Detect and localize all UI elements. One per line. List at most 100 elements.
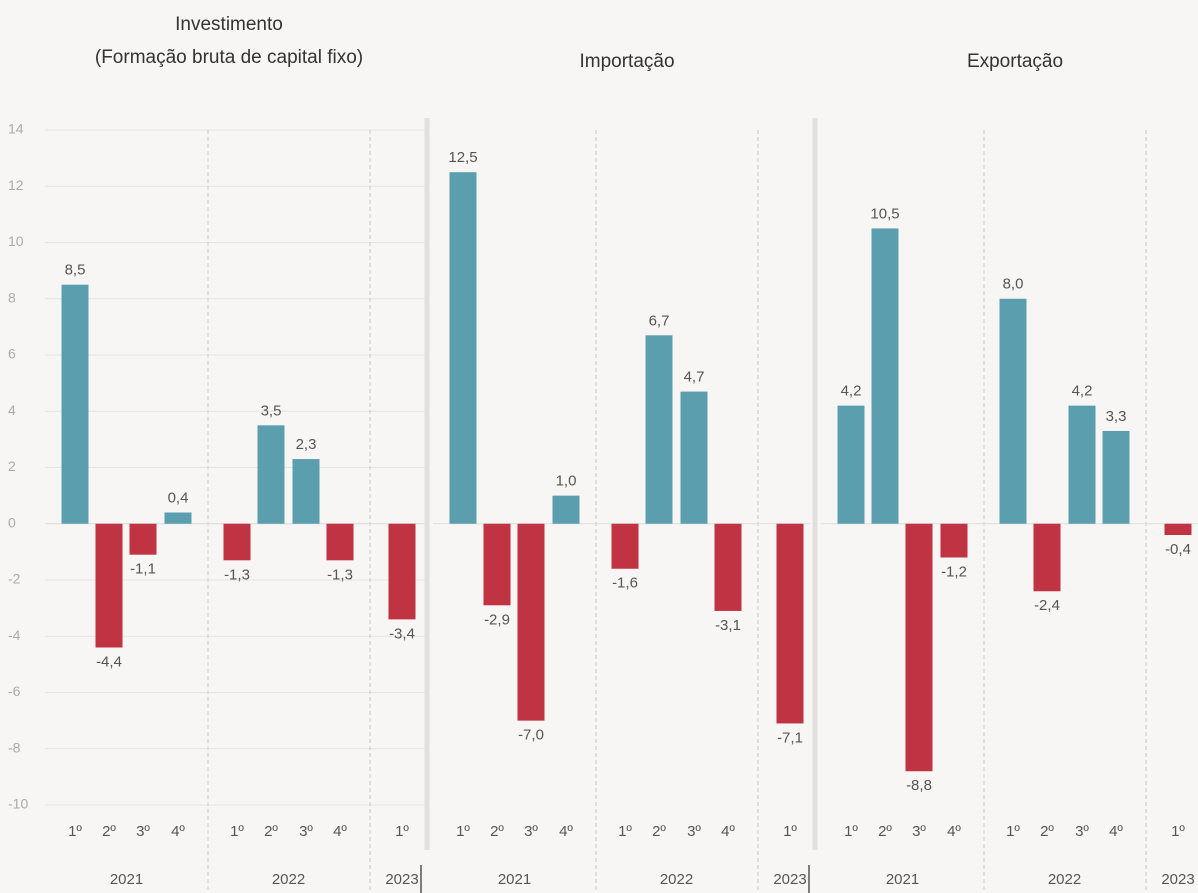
value-label: -7,1 bbox=[777, 729, 803, 746]
x-tick-label: 3º bbox=[524, 823, 538, 840]
x-tick-label: 2º bbox=[102, 823, 116, 840]
y-tick-label: -8 bbox=[8, 739, 21, 755]
y-tick-label: 14 bbox=[8, 121, 24, 137]
x-tick-label: 1º bbox=[618, 823, 632, 840]
x-tick-label: 2º bbox=[264, 823, 278, 840]
y-tick-label: 8 bbox=[8, 289, 16, 305]
chart-subtitle: (Formação bruta de capital fixo) bbox=[95, 47, 363, 68]
x-tick-label: 1º bbox=[1171, 823, 1185, 840]
y-tick-label: -10 bbox=[8, 796, 28, 812]
year-label: 2021 bbox=[498, 871, 531, 888]
year-label: 2021 bbox=[110, 871, 143, 888]
value-label: 4,7 bbox=[684, 369, 705, 386]
value-label: 1,0 bbox=[556, 473, 577, 490]
x-tick-label: 3º bbox=[299, 823, 313, 840]
bar bbox=[326, 523, 354, 561]
value-label: 6,7 bbox=[649, 312, 670, 329]
bar bbox=[1068, 405, 1096, 524]
value-label: -1,3 bbox=[224, 566, 250, 583]
year-label: 2022 bbox=[272, 871, 305, 888]
x-tick-label: 4º bbox=[171, 823, 185, 840]
year-label: 2023 bbox=[385, 871, 418, 888]
bar bbox=[388, 523, 416, 620]
x-tick-label: 3º bbox=[687, 823, 701, 840]
value-label: -2,9 bbox=[484, 611, 510, 628]
value-label: -2,4 bbox=[1034, 597, 1060, 614]
year-label: 2022 bbox=[660, 871, 693, 888]
y-tick-label: -2 bbox=[8, 571, 21, 587]
bar bbox=[129, 523, 157, 555]
x-tick-label: 2º bbox=[490, 823, 504, 840]
x-tick-label: 3º bbox=[1075, 823, 1089, 840]
value-label: -1,1 bbox=[130, 561, 156, 578]
y-tick-label: 12 bbox=[8, 177, 24, 193]
x-tick-label: 4º bbox=[559, 823, 573, 840]
year-label: 2023 bbox=[1161, 871, 1194, 888]
bar bbox=[257, 425, 285, 524]
year-label: 2021 bbox=[886, 871, 919, 888]
bar bbox=[999, 298, 1027, 524]
y-tick-label: 10 bbox=[8, 233, 24, 249]
bar bbox=[940, 523, 968, 558]
value-label: 10,5 bbox=[870, 205, 899, 222]
value-label: -1,3 bbox=[327, 566, 353, 583]
bar bbox=[517, 523, 545, 721]
x-tick-label: 1º bbox=[230, 823, 244, 840]
bar bbox=[1033, 523, 1061, 592]
value-label: 3,5 bbox=[261, 402, 282, 419]
value-label: -7,0 bbox=[518, 727, 544, 744]
value-label: 8,5 bbox=[65, 262, 86, 279]
bar bbox=[164, 512, 192, 524]
x-tick-label: 3º bbox=[912, 823, 926, 840]
chart-title: Importação bbox=[579, 51, 674, 72]
bar bbox=[1102, 430, 1130, 524]
value-label: -3,1 bbox=[715, 617, 741, 634]
bar bbox=[680, 391, 708, 524]
year-label: 2023 bbox=[773, 871, 806, 888]
value-label: 3,3 bbox=[1106, 408, 1127, 425]
x-tick-label: 4º bbox=[721, 823, 735, 840]
bar bbox=[552, 495, 580, 524]
x-tick-label: 4º bbox=[947, 823, 961, 840]
bar bbox=[871, 228, 899, 524]
bar bbox=[611, 523, 639, 569]
value-label: -1,2 bbox=[941, 563, 967, 580]
x-tick-label: 2º bbox=[878, 823, 892, 840]
x-tick-label: 3º bbox=[136, 823, 150, 840]
x-tick-label: 4º bbox=[333, 823, 347, 840]
bar bbox=[1164, 523, 1192, 535]
y-tick-label: -6 bbox=[8, 683, 21, 699]
bar bbox=[645, 335, 673, 524]
bar bbox=[292, 459, 320, 524]
y-tick-label: 0 bbox=[8, 514, 16, 530]
chart-title: Investimento bbox=[175, 14, 283, 35]
bar bbox=[223, 523, 251, 561]
value-label: 8,0 bbox=[1003, 276, 1024, 293]
x-tick-label: 1º bbox=[456, 823, 470, 840]
year-label: 2022 bbox=[1048, 871, 1081, 888]
bar bbox=[905, 523, 933, 772]
value-label: -4,4 bbox=[96, 653, 122, 670]
y-tick-label: 2 bbox=[8, 458, 16, 474]
x-tick-label: 1º bbox=[844, 823, 858, 840]
value-label: -3,4 bbox=[389, 625, 415, 642]
y-tick-label: -4 bbox=[8, 627, 21, 643]
x-tick-label: 1º bbox=[1006, 823, 1020, 840]
bar bbox=[61, 284, 89, 524]
bar bbox=[837, 405, 865, 524]
x-tick-label: 2º bbox=[1040, 823, 1054, 840]
bar bbox=[776, 523, 804, 724]
value-label: -8,8 bbox=[906, 777, 932, 794]
value-label: 4,2 bbox=[841, 383, 862, 400]
value-label: -1,6 bbox=[612, 575, 638, 592]
y-tick-label: 4 bbox=[8, 402, 16, 418]
value-label: 4,2 bbox=[1072, 383, 1093, 400]
chart-title: Exportação bbox=[967, 51, 1063, 72]
value-label: -0,4 bbox=[1165, 541, 1191, 558]
bar bbox=[483, 523, 511, 606]
value-label: 0,4 bbox=[168, 489, 189, 506]
value-label: 12,5 bbox=[448, 149, 477, 166]
x-tick-label: 1º bbox=[68, 823, 82, 840]
x-tick-label: 2º bbox=[652, 823, 666, 840]
